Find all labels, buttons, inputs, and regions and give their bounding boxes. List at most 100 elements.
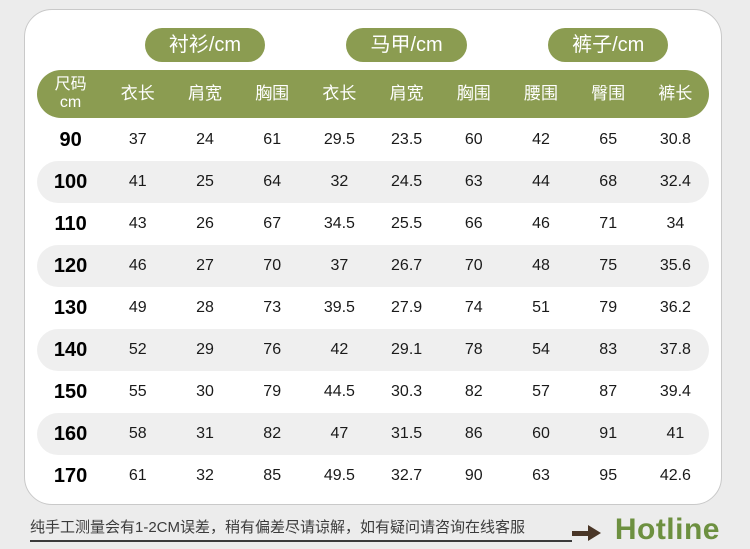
value-cell: 37: [128, 131, 147, 148]
header-cell: 肩宽: [389, 83, 424, 103]
value-cell: 29.1: [391, 341, 423, 358]
size-cell: 110: [54, 212, 87, 235]
value-cell: 44: [532, 173, 550, 190]
value-cell: 30.8: [659, 131, 691, 148]
table-header-bar: 尺码 cm 衣长 肩宽 胸围 衣长 肩宽 胸围 腰围 臀围 裤长: [37, 70, 709, 118]
value-cell: 67: [263, 215, 282, 232]
value-cell: 30.3: [391, 383, 423, 400]
value-cell: 32.4: [659, 173, 691, 190]
value-cell: 31: [196, 425, 214, 442]
value-cell: 42: [532, 131, 550, 148]
header-cell: 臀围: [591, 83, 626, 103]
size-chart-card: 衬衫/cm 马甲/cm 裤子/cm 尺码 cm 衣长 肩宽 胸围 衣长 肩宽 胸围 腰围 臀围…: [24, 9, 722, 505]
value-cell: 41: [666, 425, 685, 442]
header-cell: 裤长: [658, 83, 693, 103]
value-cell: 29.5: [323, 131, 355, 148]
value-cell: 51: [532, 299, 550, 316]
value-cell: 35.6: [659, 257, 691, 274]
value-cell: 23.5: [391, 131, 423, 148]
value-cell: 27: [196, 257, 214, 274]
value-cell: 86: [464, 425, 483, 442]
value-cell: 36.2: [659, 299, 691, 316]
value-cell: 30: [196, 383, 214, 400]
table-row: 150 55 30 79 44.5 30.3 82 57 87 39.4: [37, 371, 709, 413]
value-cell: 43: [128, 215, 147, 232]
value-cell: 34: [666, 215, 685, 232]
size-cell: 120: [53, 254, 88, 277]
header-cell: 胸围: [255, 83, 290, 103]
value-cell: 82: [464, 383, 483, 400]
value-cell: 42: [330, 341, 349, 358]
value-cell: 47: [330, 425, 349, 442]
value-cell: 54: [532, 341, 550, 358]
value-cell: 25: [196, 173, 214, 190]
value-cell: 79: [599, 299, 618, 316]
value-cell: 46: [532, 215, 550, 232]
value-cell: 31.5: [391, 425, 423, 442]
value-cell: 49.5: [323, 467, 355, 484]
size-cell: 170: [53, 464, 88, 487]
size-cell: 140: [53, 338, 88, 361]
value-cell: 87: [599, 383, 618, 400]
value-cell: 37.8: [659, 341, 691, 358]
value-cell: 95: [599, 467, 618, 484]
value-cell: 82: [263, 425, 282, 442]
value-cell: 32.7: [391, 467, 423, 484]
table-row: 130 49 28 73 39.5 27.9 74 51 79 36.2: [37, 287, 709, 329]
size-cell: 130: [53, 296, 88, 319]
value-cell: 79: [263, 383, 282, 400]
header-cell: 肩宽: [187, 83, 222, 103]
value-cell: 83: [599, 341, 618, 358]
value-cell: 26.7: [391, 257, 423, 274]
value-cell: 70: [263, 257, 282, 274]
value-cell: 39.5: [323, 299, 355, 316]
value-cell: 60: [464, 131, 483, 148]
header-cell: 衣长: [322, 83, 357, 103]
header-size-line2: cm: [59, 94, 82, 111]
value-cell: 44.5: [323, 383, 355, 400]
value-cell: 85: [263, 467, 282, 484]
header-cell: 胸围: [456, 83, 491, 103]
value-cell: 64: [263, 173, 282, 190]
value-cell: 90: [464, 467, 483, 484]
value-cell: 39.4: [659, 383, 691, 400]
value-cell: 52: [128, 341, 147, 358]
header-cell: 腰围: [523, 83, 558, 103]
pill-vest: 马甲/cm: [346, 28, 467, 62]
value-cell: 26: [196, 215, 214, 232]
table-row: 140 52 29 76 42 29.1 78 54 83 37.8: [37, 329, 709, 371]
value-cell: 63: [464, 173, 483, 190]
value-cell: 73: [263, 299, 282, 316]
header-cell: 衣长: [120, 83, 155, 103]
value-cell: 57: [532, 383, 550, 400]
value-cell: 65: [599, 131, 618, 148]
table-row: 160 58 31 82 47 31.5 86 60 91 41: [37, 413, 709, 455]
value-cell: 91: [599, 425, 618, 442]
table-row: 110 43 26 67 34.5 25.5 66 46 71 34: [37, 203, 709, 245]
table-row: 100 41 25 64 32 24.5 63 44 68 32.4: [37, 161, 709, 203]
value-cell: 27.9: [391, 299, 423, 316]
value-cell: 71: [599, 215, 618, 232]
right-arrow-icon: [571, 525, 601, 541]
value-cell: 78: [464, 341, 483, 358]
pill-shirt: 衬衫/cm: [144, 28, 266, 62]
value-cell: 28: [196, 299, 214, 316]
value-cell: 37: [330, 257, 349, 274]
value-cell: 46: [128, 257, 147, 274]
measurement-note: 纯手工测量会有1-2CM误差，稍有偏差尽请谅解，如有疑问请咨询在线客服: [30, 516, 572, 542]
header-size-column: 尺码 cm: [37, 76, 104, 111]
value-cell: 48: [532, 257, 550, 274]
size-cell: 160: [53, 422, 88, 445]
value-cell: 29: [196, 341, 214, 358]
value-cell: 61: [263, 131, 282, 148]
group-pills-row: 衬衫/cm 马甲/cm 裤子/cm: [37, 28, 709, 62]
value-cell: 42.6: [659, 467, 691, 484]
value-cell: 24.5: [391, 173, 423, 190]
size-cell: 150: [53, 380, 88, 403]
value-cell: 34.5: [323, 215, 355, 232]
arrow-head: [587, 525, 601, 541]
value-cell: 55: [128, 383, 147, 400]
value-cell: 60: [532, 425, 550, 442]
value-cell: 58: [128, 425, 147, 442]
